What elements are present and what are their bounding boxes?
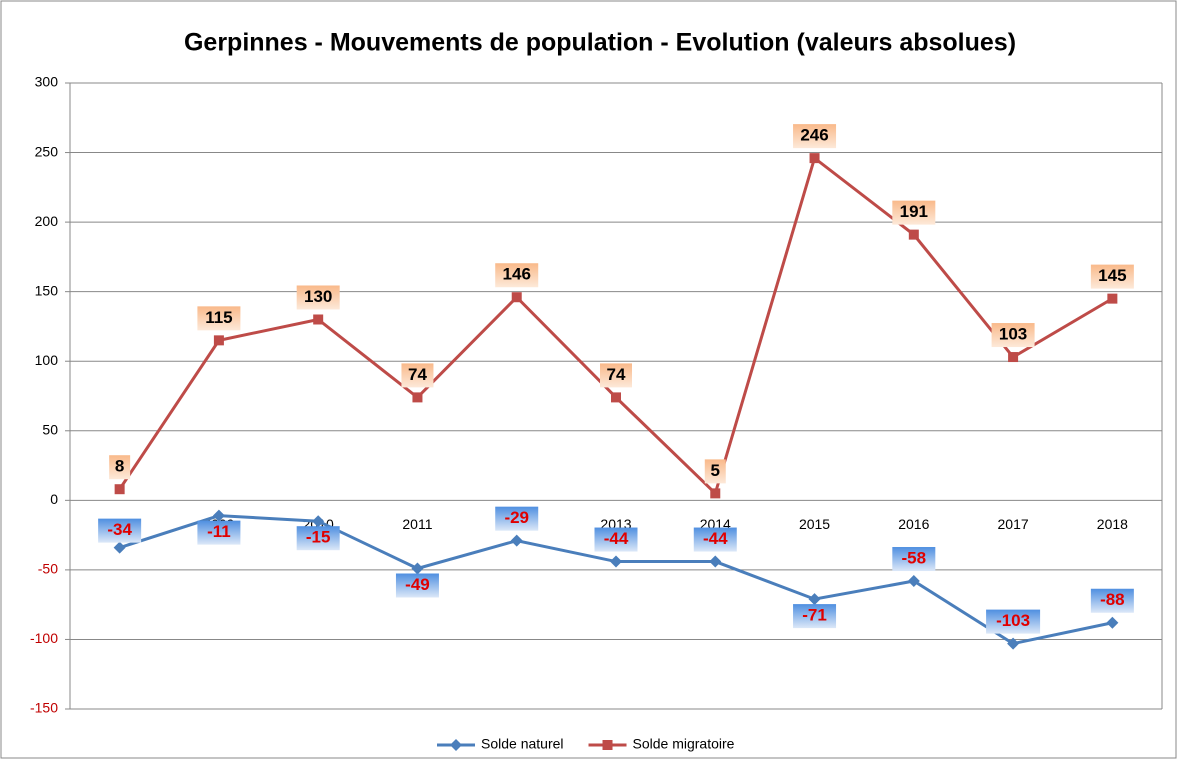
data-label: -11	[207, 522, 231, 541]
data-label: 74	[607, 365, 626, 384]
legend-marker	[450, 739, 462, 751]
data-label: -88	[1100, 590, 1125, 609]
data-label-box	[892, 547, 936, 572]
data-label-box	[991, 323, 1035, 348]
data-label-box	[495, 263, 539, 288]
data-label-box	[594, 527, 638, 552]
data-label: 8	[115, 457, 124, 476]
data-label-box	[296, 285, 340, 310]
y-tick-label: 300	[35, 74, 59, 90]
y-tick-label: 150	[35, 282, 59, 298]
y-tick-label: -50	[38, 561, 58, 577]
marker	[312, 515, 325, 528]
marker	[213, 335, 224, 346]
data-label: 246	[800, 126, 828, 145]
x-tick-label: 2018	[1097, 516, 1128, 532]
data-label: -58	[902, 549, 927, 568]
marker	[808, 593, 821, 606]
legend-label: Solde naturel	[481, 736, 564, 752]
marker	[611, 392, 621, 403]
data-label-box	[401, 363, 434, 388]
marker	[212, 509, 225, 522]
marker	[1107, 293, 1118, 304]
x-tick-label: 2016	[898, 516, 929, 532]
data-label: -44	[703, 529, 728, 548]
legend-marker	[602, 740, 613, 750]
data-label: -29	[504, 508, 529, 527]
data-label: 191	[900, 202, 928, 221]
marker	[907, 575, 920, 588]
data-label: -15	[306, 528, 331, 547]
legend-label: Solde migratoire	[633, 736, 735, 752]
data-label: -49	[405, 575, 430, 594]
marker	[511, 292, 522, 303]
data-label-box	[495, 506, 539, 531]
data-label: 146	[503, 265, 531, 284]
marker	[114, 484, 125, 495]
marker	[411, 562, 424, 575]
data-label-box	[395, 573, 439, 598]
data-label: -34	[107, 520, 132, 539]
data-label: -44	[604, 529, 629, 548]
data-label-box	[197, 520, 241, 545]
y-tick-label: 50	[42, 421, 58, 437]
x-tick-label: 2011	[402, 516, 432, 532]
y-tick-label: 0	[50, 491, 58, 507]
marker	[709, 555, 722, 568]
marker	[908, 229, 919, 240]
data-label-box	[793, 604, 837, 629]
data-label-box	[704, 459, 726, 484]
y-tick-label: 100	[35, 352, 59, 368]
y-tick-label: -100	[30, 630, 58, 646]
data-label-box	[109, 455, 131, 480]
marker	[809, 153, 820, 164]
marker	[412, 392, 423, 403]
marker	[113, 541, 126, 554]
data-label: 115	[205, 308, 232, 327]
data-label-box	[197, 306, 241, 331]
data-label-box	[1090, 588, 1134, 613]
data-label-box	[98, 518, 142, 543]
marker	[610, 555, 622, 568]
data-label-box	[793, 124, 837, 149]
data-label-box	[892, 200, 936, 225]
y-tick-label: 200	[35, 213, 59, 229]
y-tick-label: 250	[35, 143, 59, 159]
data-label: 130	[304, 287, 332, 306]
y-tick-label: -150	[30, 700, 58, 716]
data-label-box	[296, 526, 340, 551]
data-label: -103	[996, 611, 1030, 630]
marker	[710, 488, 721, 499]
data-label-box	[1090, 264, 1134, 289]
marker	[1008, 352, 1019, 363]
marker	[510, 534, 523, 547]
data-label-box	[986, 609, 1041, 634]
data-label-box	[600, 363, 632, 388]
data-label: -71	[802, 606, 827, 625]
x-tick-label: 2017	[998, 516, 1029, 532]
marker	[1007, 637, 1020, 650]
data-label-box	[693, 527, 737, 552]
data-label: 103	[999, 325, 1027, 344]
chart-title: Gerpinnes - Mouvements de population - E…	[184, 29, 1016, 57]
data-label: 74	[408, 365, 427, 384]
marker	[1106, 616, 1119, 629]
x-tick-label: 2015	[799, 516, 830, 532]
data-label: 145	[1098, 266, 1126, 285]
data-label: 5	[711, 461, 720, 480]
marker	[313, 314, 324, 325]
